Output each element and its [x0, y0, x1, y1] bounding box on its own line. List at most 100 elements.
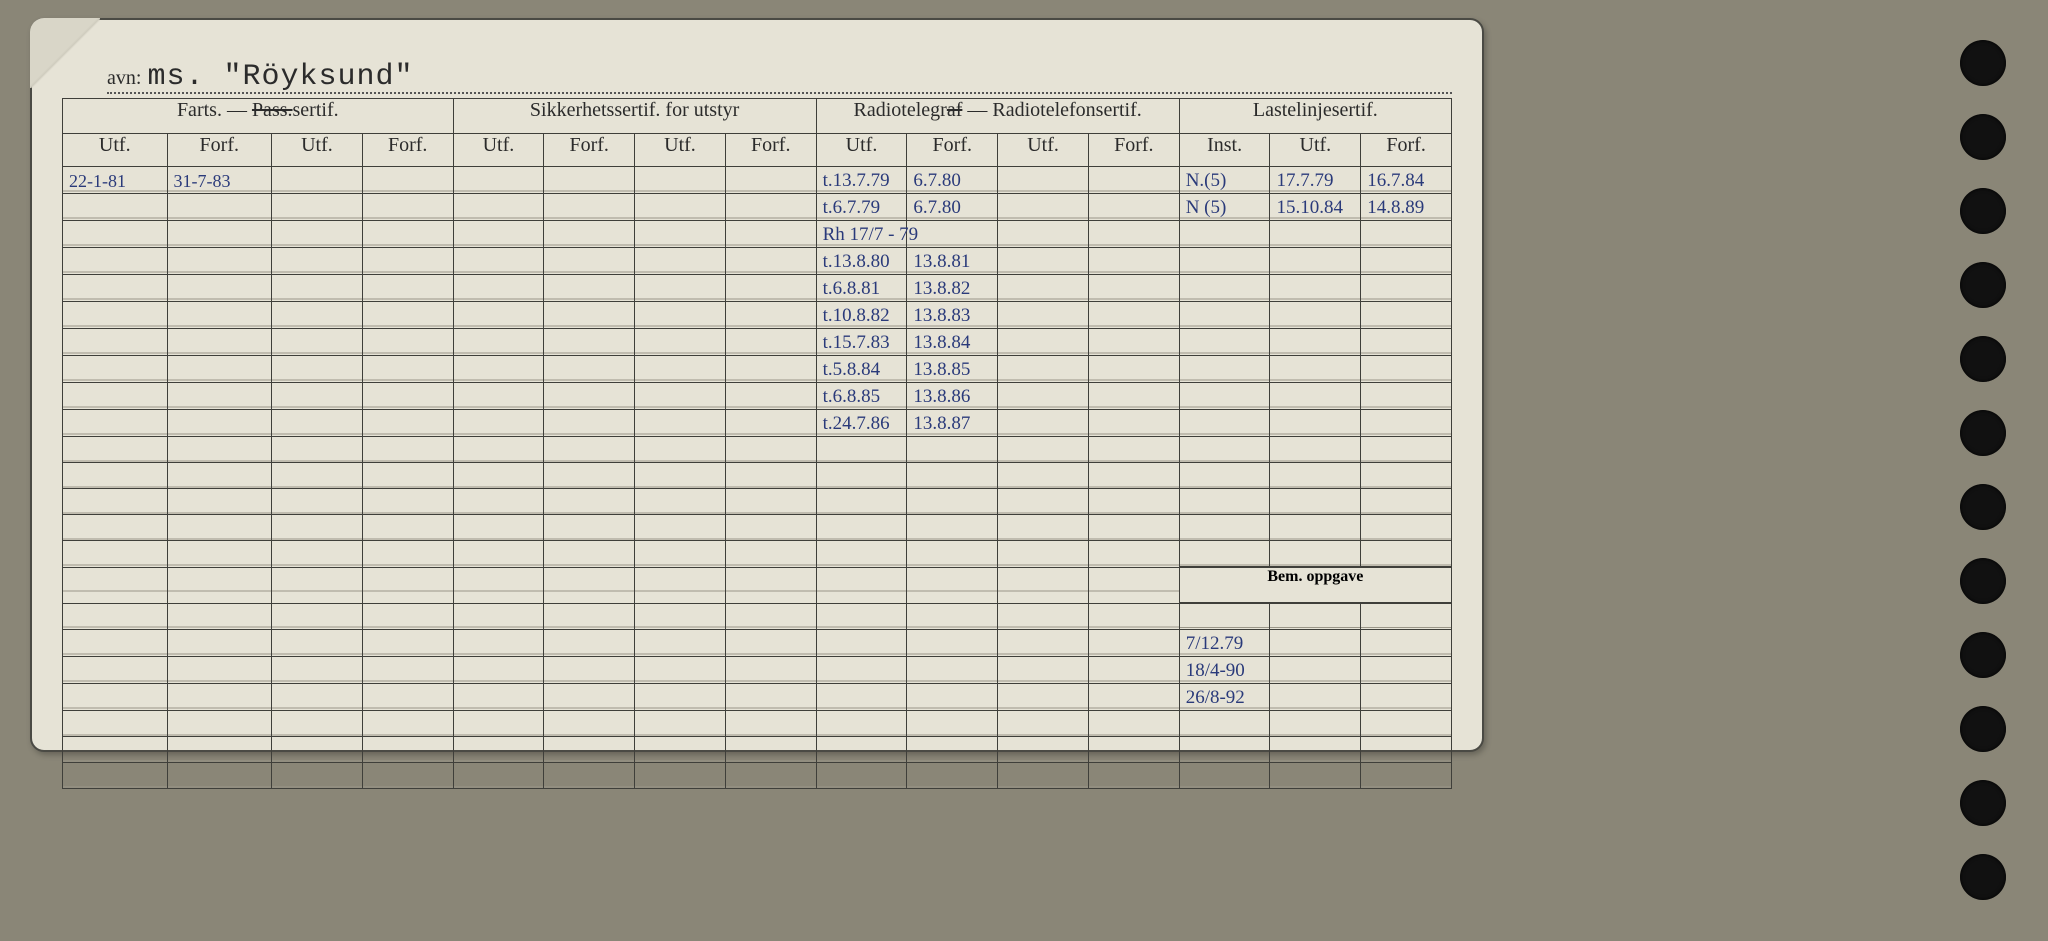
- radio-forf: 13.8.81: [907, 248, 997, 274]
- cell: [1179, 302, 1270, 329]
- cell: [816, 630, 907, 657]
- cell: [167, 603, 272, 630]
- cell: [1270, 275, 1361, 302]
- cell: [998, 356, 1089, 383]
- cell: [1361, 603, 1452, 630]
- radio-forf: 13.8.83: [907, 302, 997, 328]
- cell: [167, 657, 272, 684]
- cell: [635, 275, 726, 302]
- cell: [725, 410, 816, 437]
- cell: [725, 489, 816, 515]
- col-utf: Utf.: [816, 134, 907, 167]
- cell: [1179, 383, 1270, 410]
- cell: [167, 489, 272, 515]
- cell: [544, 356, 635, 383]
- cell: [1270, 711, 1361, 737]
- col-forf: Forf.: [725, 134, 816, 167]
- cell: [1361, 410, 1452, 437]
- cell: [1179, 603, 1270, 630]
- cell: [1179, 275, 1270, 302]
- table-row: t.5.8.8413.8.85: [63, 356, 1452, 383]
- cell: [167, 356, 272, 383]
- cell: [544, 329, 635, 356]
- cell: [63, 737, 168, 763]
- cell: [544, 630, 635, 657]
- table-row: [63, 737, 1452, 763]
- cell: [1179, 711, 1270, 737]
- cell: [63, 410, 168, 437]
- cell: [1088, 410, 1179, 437]
- cell: t.6.8.85: [816, 383, 907, 410]
- cell: 13.8.81: [907, 248, 998, 275]
- farts-utf: 22-1-81: [63, 167, 167, 193]
- cell: 13.8.84: [907, 329, 998, 356]
- cell: [1179, 356, 1270, 383]
- col-forf: Forf.: [544, 134, 635, 167]
- cell: [63, 221, 168, 248]
- header-dotted-line: [107, 92, 1452, 94]
- strike-pass: Pass.: [252, 99, 293, 121]
- cell: [1179, 248, 1270, 275]
- cell: 17.7.79: [1270, 167, 1361, 194]
- cell: [362, 275, 453, 302]
- cell: [816, 567, 907, 603]
- cell: [998, 489, 1089, 515]
- cell: [167, 515, 272, 541]
- cell: [816, 737, 907, 763]
- cell: [63, 356, 168, 383]
- cell: [725, 763, 816, 789]
- col-utf: Utf.: [1270, 134, 1361, 167]
- header-row: avn: ms. "Röyksund": [107, 60, 413, 94]
- cell: [544, 194, 635, 221]
- cell: [1179, 489, 1270, 515]
- cell: [544, 515, 635, 541]
- cell: [362, 603, 453, 630]
- cell: 13.8.87: [907, 410, 998, 437]
- radio-forf: 6.7.80: [907, 167, 997, 193]
- cell: [1088, 248, 1179, 275]
- cell: [1088, 630, 1179, 657]
- table-row: t.24.7.8613.8.87: [63, 410, 1452, 437]
- table-row: Bem. oppgave: [63, 567, 1452, 603]
- cell: [725, 248, 816, 275]
- hole: [1960, 410, 2006, 456]
- bem-entry: 26/8-92: [1180, 684, 1270, 710]
- cell: [998, 410, 1089, 437]
- cell: [362, 515, 453, 541]
- cell: [63, 248, 168, 275]
- cell: [453, 356, 544, 383]
- cell: [1361, 437, 1452, 463]
- cell: [272, 221, 363, 248]
- cell: [816, 763, 907, 789]
- cell: [272, 684, 363, 711]
- cell: [1361, 737, 1452, 763]
- cell: [635, 410, 726, 437]
- cell: [907, 437, 998, 463]
- cell: 6.7.80: [907, 167, 998, 194]
- cell: [1179, 221, 1270, 248]
- cell: [998, 167, 1089, 194]
- cell: [272, 275, 363, 302]
- cell: [635, 356, 726, 383]
- cell: [998, 567, 1089, 603]
- cell: [63, 567, 168, 603]
- laste-inst: N (5): [1180, 194, 1270, 220]
- cell: [635, 763, 726, 789]
- cell: [725, 657, 816, 684]
- cell: [1361, 463, 1452, 489]
- cell: [544, 410, 635, 437]
- cell: [635, 302, 726, 329]
- cell: [544, 737, 635, 763]
- col-inst: Inst.: [1179, 134, 1270, 167]
- cell: [725, 515, 816, 541]
- cell: [998, 221, 1089, 248]
- cell: [544, 302, 635, 329]
- radio-utf: t.13.7.79: [817, 167, 907, 193]
- cell: [635, 489, 726, 515]
- cell: [453, 515, 544, 541]
- cell: [544, 657, 635, 684]
- cell: [272, 463, 363, 489]
- table-row: [63, 711, 1452, 737]
- cell: [272, 383, 363, 410]
- bem-entry: 18/4-90: [1180, 657, 1270, 683]
